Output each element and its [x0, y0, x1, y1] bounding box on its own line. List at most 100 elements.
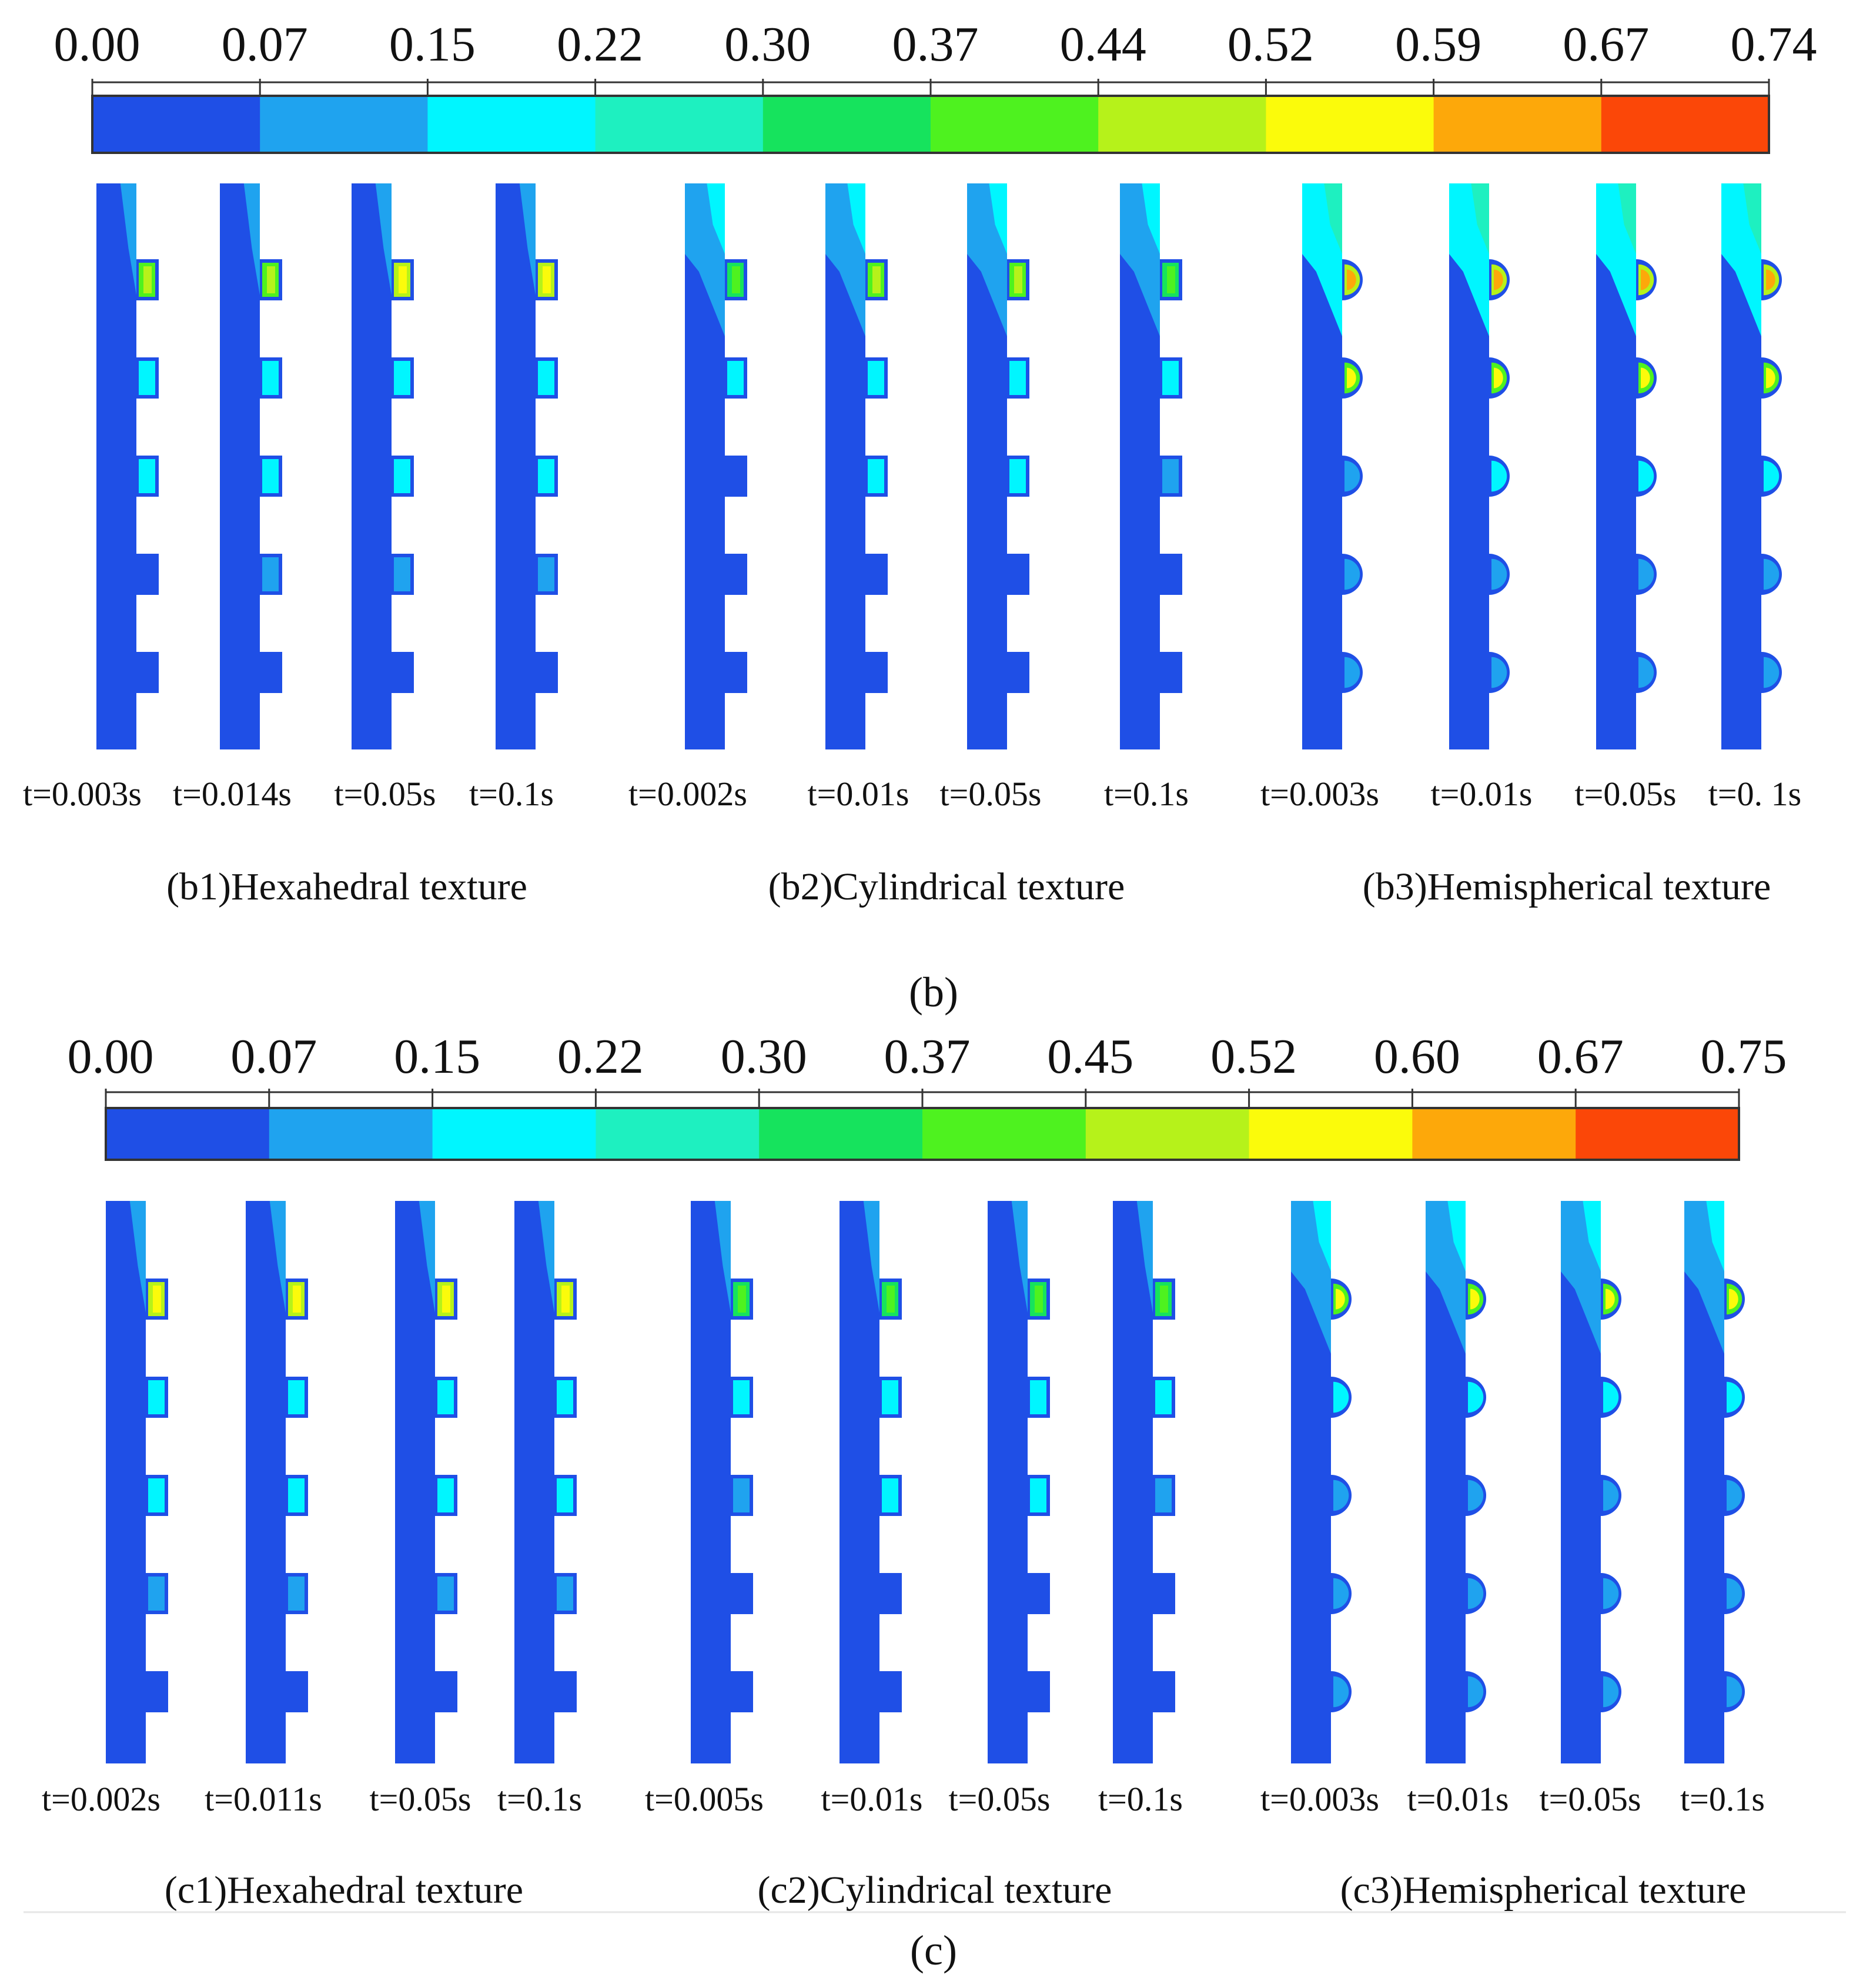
texture-panel — [1426, 1201, 1486, 1763]
time-label: t=0.01s — [1407, 1780, 1509, 1818]
scale-tick-label: 0.30 — [724, 17, 811, 72]
scale-band-8 — [1433, 96, 1602, 153]
texture-group-cylindrical: t=0.002s t=0.01s t=0.05s t=0.1s (b2)Cylindri… — [628, 183, 1189, 908]
pit-fluid — [557, 1380, 573, 1414]
substrate-strip — [691, 1201, 731, 1763]
texture-panel — [395, 1201, 457, 1763]
figure-caption-c: (c) — [910, 1927, 957, 1974]
scale-tick-label: 0.45 — [1047, 1029, 1133, 1084]
scale-band-1 — [260, 96, 428, 153]
scale-tick-label: 0.00 — [54, 17, 141, 72]
pit-fluid — [1468, 1578, 1484, 1609]
pit-fluid — [1030, 1478, 1046, 1512]
pit-hexahedral — [435, 1671, 457, 1712]
texture-panel — [496, 183, 558, 749]
scale-tick-label: 0.52 — [1228, 17, 1314, 72]
texture-panel — [1596, 183, 1657, 749]
pit-cylindrical — [865, 652, 888, 693]
pit-fluid — [437, 1577, 454, 1611]
pit-fluid — [1468, 1480, 1484, 1511]
fluid-film — [120, 183, 136, 295]
texture-panel — [96, 183, 159, 749]
scale-tick-label: 0.15 — [389, 17, 476, 72]
scale-tick-label: 0.15 — [394, 1029, 480, 1084]
pit-fluid-core — [1470, 1288, 1480, 1310]
scale-band-3 — [596, 1108, 760, 1160]
scale-band-9 — [1601, 96, 1770, 153]
fluid-film-core — [847, 183, 865, 254]
pit-fluid-core — [732, 266, 740, 293]
pit-fluid — [1344, 657, 1360, 688]
pit-fluid-core — [872, 266, 881, 293]
texture-group-hemispherical: t=0.003s t=0.01s t=0.05s t=0.1s (c3)Hemisphe… — [1260, 1201, 1765, 1912]
time-label: t=0.014s — [173, 775, 292, 813]
substrate-strip — [96, 183, 136, 749]
texture-panel — [1721, 183, 1782, 749]
pit-fluid — [437, 1380, 454, 1414]
time-label: t=0.05s — [949, 1780, 1051, 1818]
time-label: t=0.01s — [1431, 775, 1533, 813]
scale-tick-label: 0.37 — [892, 17, 979, 72]
texture-panel — [967, 183, 1029, 749]
pit-cylindrical — [725, 554, 747, 595]
substrate-strip — [496, 183, 536, 749]
pit-fluid-core — [399, 266, 407, 293]
pit-cylindrical — [731, 1671, 753, 1712]
scale-tick-label: 0.44 — [1060, 17, 1146, 72]
pit-fluid — [437, 1478, 454, 1512]
pit-fluid — [1333, 1480, 1349, 1511]
substrate-strip — [988, 1201, 1028, 1763]
pit-fluid — [1638, 460, 1654, 492]
pit-fluid-core — [442, 1286, 450, 1313]
scale-band-6 — [1098, 96, 1266, 153]
scale-tick-label: 0.37 — [884, 1029, 971, 1084]
pit-cylindrical — [1153, 1573, 1175, 1614]
fluid-film — [538, 1201, 554, 1313]
scale-band-9 — [1576, 1108, 1740, 1160]
pit-fluid — [1468, 1676, 1484, 1708]
substrate-strip — [395, 1201, 435, 1763]
pit-fluid — [727, 361, 744, 395]
time-label: t=0.05s — [370, 1780, 471, 1818]
pit-hexahedral — [146, 1671, 168, 1712]
scale-band-1 — [269, 1108, 433, 1160]
scale-tick-label: 0.67 — [1563, 17, 1649, 72]
fluid-film — [1011, 1201, 1028, 1313]
time-label: t=0.01s — [808, 775, 909, 813]
pit-fluid-core — [1347, 367, 1356, 389]
fluid-film-core — [1142, 183, 1160, 254]
fluid-film-core — [1706, 1201, 1724, 1271]
pit-cylindrical — [1028, 1671, 1050, 1712]
texture-panel — [685, 183, 747, 749]
texture-panel — [1561, 1201, 1621, 1763]
pit-fluid — [394, 557, 410, 591]
pit-fluid — [1603, 1480, 1619, 1511]
time-label: t=0.05s — [940, 775, 1042, 813]
scale-tick-label: 0.52 — [1210, 1029, 1297, 1084]
pit-fluid — [139, 361, 155, 395]
pit-fluid-core — [1035, 1286, 1043, 1313]
texture-panel — [352, 183, 414, 749]
pit-fluid — [262, 361, 279, 395]
pit-fluid-core — [1729, 1288, 1738, 1310]
scale-tick-label: 0.07 — [222, 17, 308, 72]
pit-fluid-core — [561, 1286, 570, 1313]
fluid-film — [519, 183, 536, 295]
pit-fluid-core — [1347, 269, 1356, 290]
texture-panel — [1302, 183, 1363, 749]
time-label: t=0.1s — [497, 1780, 582, 1818]
pit-fluid — [1603, 1676, 1619, 1708]
pit-fluid — [148, 1380, 165, 1414]
scale-band-4 — [759, 1108, 923, 1160]
pit-fluid-core — [1766, 269, 1775, 290]
texture-panel — [1120, 183, 1182, 749]
pit-fluid — [148, 1577, 165, 1611]
fluid-film — [243, 183, 260, 295]
pit-fluid-core — [1606, 1288, 1615, 1310]
fluid-film-core — [1313, 1201, 1331, 1271]
pit-fluid — [1638, 657, 1654, 688]
scale-band-4 — [762, 96, 931, 153]
texture-panel — [1449, 183, 1510, 749]
fluid-film-core — [989, 183, 1007, 254]
